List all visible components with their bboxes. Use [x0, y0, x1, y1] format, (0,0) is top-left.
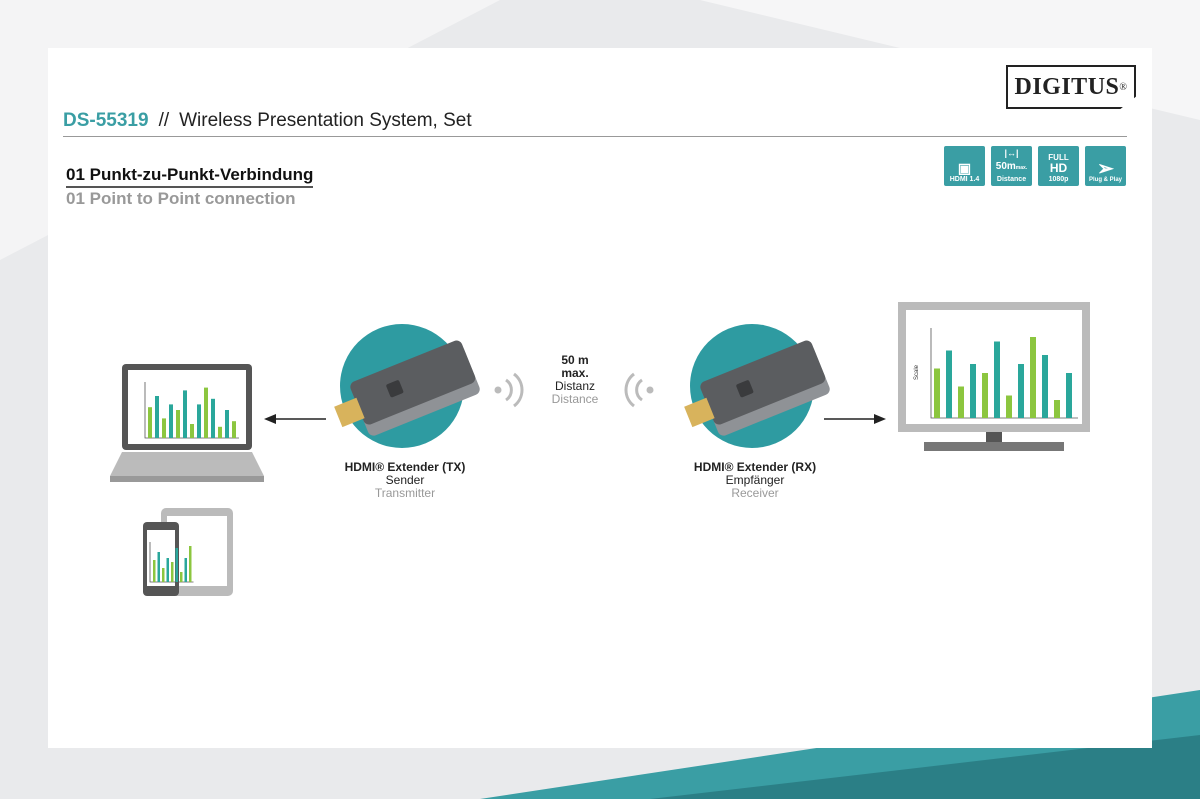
distance-label: 50 m max. Distanz Distance [551, 353, 599, 406]
illustration-bar [197, 404, 201, 438]
illustration-bar [155, 396, 159, 438]
illustration-bar [1054, 400, 1060, 418]
illustration-bar [180, 572, 183, 582]
chart-axis [149, 542, 194, 583]
arrow-to-monitor [824, 414, 886, 424]
divider [63, 136, 1127, 137]
illustration-bar [1030, 337, 1036, 418]
illustration-bar [162, 568, 165, 582]
illustration-bar [176, 410, 180, 438]
illustration-bar [934, 368, 940, 418]
monitor-icon: Scale [898, 302, 1090, 451]
transmitter-dongle [334, 324, 480, 448]
illustration-bar [218, 426, 222, 438]
illustration-bar [162, 418, 166, 438]
illustration-bar [171, 562, 174, 582]
illustration-bar [982, 373, 988, 418]
tablet-phone-icon [143, 508, 233, 596]
receiver-dongle [684, 324, 830, 448]
illustration-bar [958, 386, 964, 418]
illustration-bar [1018, 364, 1024, 418]
wireless-signal-icon-right [494, 372, 524, 408]
illustration-bar [1066, 373, 1072, 418]
illustration-bar [1006, 395, 1012, 418]
product-code: DS-55319 [63, 110, 149, 131]
arrow-to-laptop [264, 414, 326, 424]
illustration-bar [184, 558, 187, 582]
illustration-bar [994, 341, 1000, 418]
illustration-bar [946, 350, 952, 418]
illustration-bar [169, 404, 173, 438]
badge-hdmi: ▣ HDMI 1.4 [944, 146, 985, 186]
illustration-bar [189, 546, 192, 582]
illustration-bar [190, 424, 194, 438]
badge-plug-play: ➢ Plug & Play [1085, 146, 1126, 186]
illustration-bar [225, 410, 229, 438]
transmitter-label: HDMI® Extender (TX) Sender Transmitter [344, 460, 466, 500]
chart-axis [930, 328, 1078, 419]
product-name: Wireless Presentation System, Set [179, 110, 472, 131]
illustration-bar [153, 560, 156, 582]
page-title: DS-55319//Wireless Presentation System, … [63, 110, 472, 131]
illustration-bar [175, 548, 178, 582]
illustration-bar [970, 364, 976, 418]
hdmi-port-icon: ▣ [957, 160, 972, 176]
scale-label: Scale [914, 364, 920, 380]
illustration-bar [211, 398, 215, 438]
feature-badges: ▣ HDMI 1.4 |↔| 50mmax. Distance FULL HD 1080p… [944, 146, 1126, 186]
digitus-logo: DIGITUS ® [1006, 65, 1136, 109]
badge-full-hd: FULL HD 1080p [1038, 146, 1079, 186]
section-title-en: 01 Point to Point connection [66, 189, 296, 208]
illustration-bar [232, 421, 236, 438]
distance-arrows-icon: |↔| [1004, 148, 1019, 158]
badge-distance: |↔| 50mmax. Distance [991, 146, 1032, 186]
wireless-signal-icon-left [624, 372, 654, 408]
laptop-icon [110, 364, 264, 482]
section-title-de: 01 Punkt-zu-Punkt-Verbindung [66, 165, 314, 188]
plug-play-icon: ➢ [1097, 158, 1114, 180]
illustration-bar [183, 390, 187, 438]
illustration-bar [157, 552, 160, 582]
illustration-bar [204, 387, 208, 438]
receiver-label: HDMI® Extender (RX) Empfänger Receiver [693, 460, 817, 500]
illustration-bar [166, 558, 169, 582]
illustration-bar [1042, 355, 1048, 418]
illustration-bar [148, 407, 152, 438]
